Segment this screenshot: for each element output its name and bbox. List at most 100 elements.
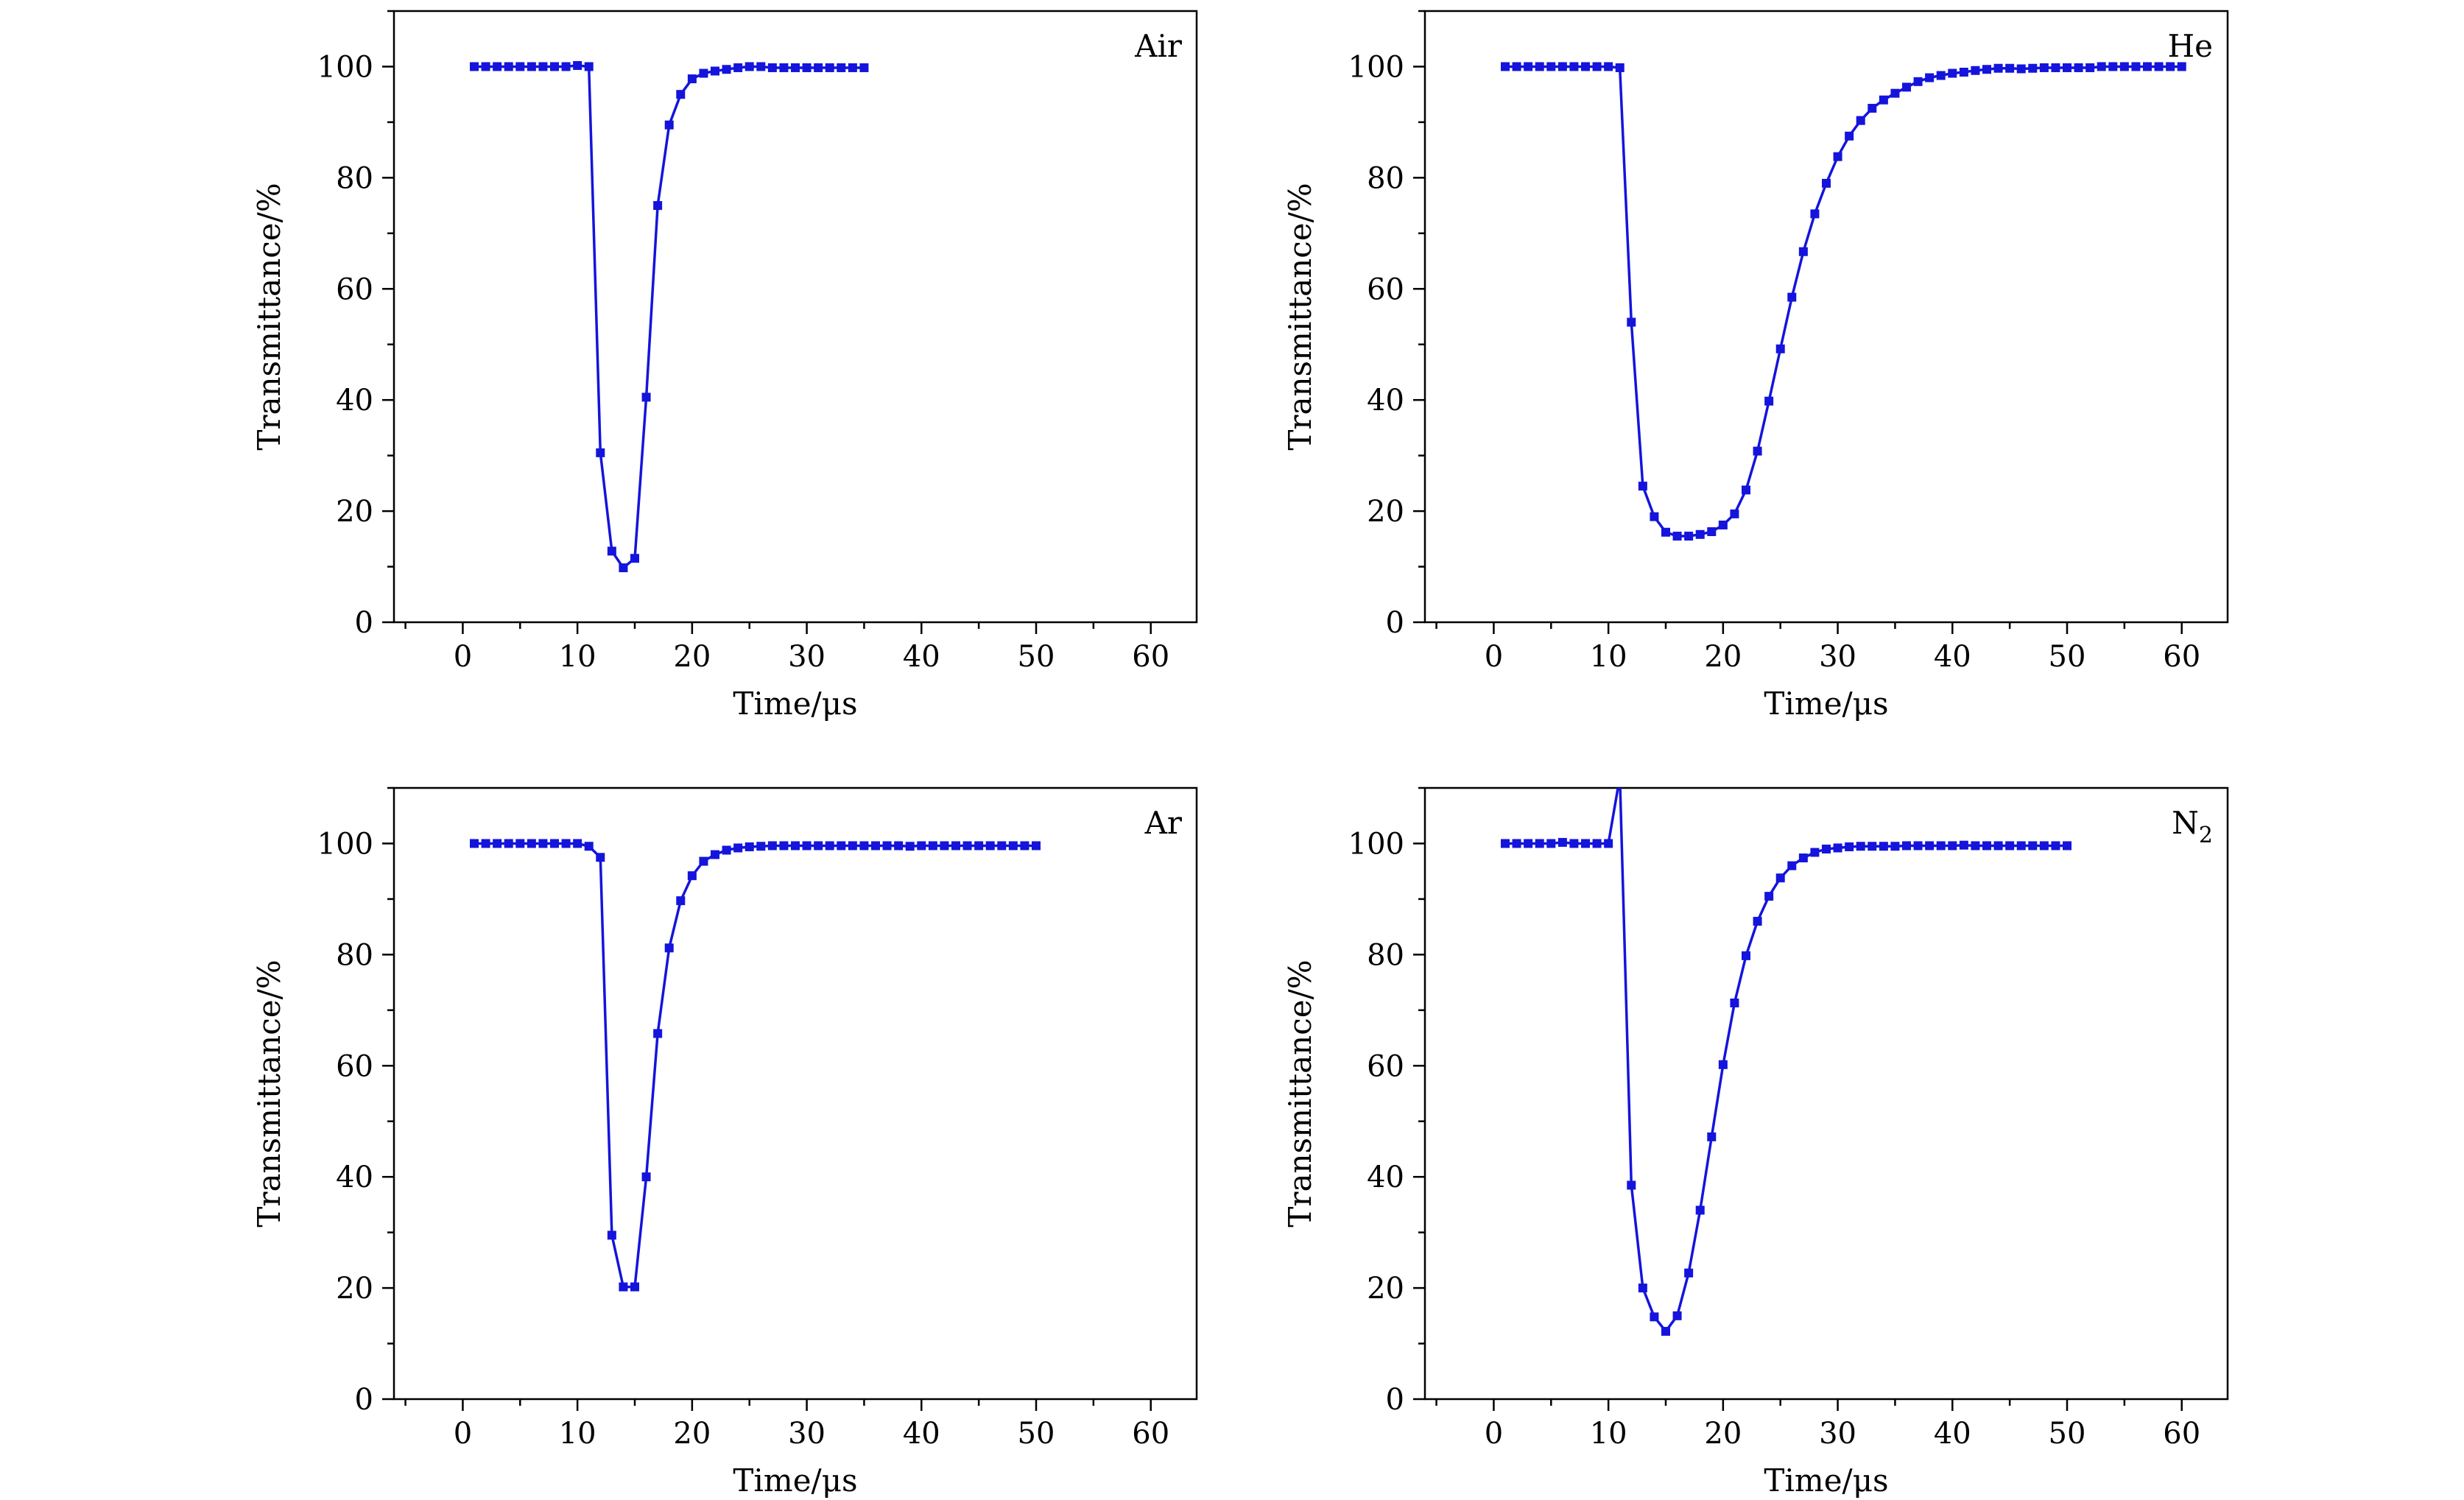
series-air <box>470 60 869 573</box>
y-tick-label: 80 <box>1367 161 1404 195</box>
y-axis-label: Transmittance/% <box>251 959 287 1227</box>
data-point <box>1535 62 1544 71</box>
y-tick-label: 80 <box>1367 938 1404 972</box>
y-axis-label: Transmittance/% <box>251 183 287 450</box>
y-tick-label: 100 <box>1348 827 1404 861</box>
data-point <box>767 63 777 72</box>
data-point <box>917 841 926 851</box>
panel-label: He <box>2168 28 2213 64</box>
data-point <box>1546 839 1556 848</box>
data-point <box>481 62 490 71</box>
data-point <box>584 842 594 851</box>
data-point <box>2051 841 2060 851</box>
data-point <box>1879 842 1888 851</box>
data-point <box>1616 772 1625 781</box>
data-point <box>1971 66 1980 75</box>
data-point <box>1672 1311 1682 1320</box>
data-point <box>745 62 754 71</box>
y-tick-label: 40 <box>336 384 373 418</box>
y-tick-label: 0 <box>355 1383 373 1417</box>
data-point <box>2039 841 2049 851</box>
y-tick-label: 60 <box>1367 1049 1404 1083</box>
data-point <box>1695 529 1705 539</box>
data-point <box>1718 1060 1728 1069</box>
data-point <box>711 850 719 859</box>
y-tick-label: 20 <box>336 495 373 529</box>
data-point <box>2143 62 2152 71</box>
panel-label: Ar <box>1144 805 1183 841</box>
data-point <box>2119 62 2129 71</box>
data-point <box>2028 841 2038 851</box>
data-point <box>538 62 548 71</box>
data-point <box>1684 532 1694 541</box>
x-tick-label: 20 <box>673 640 711 674</box>
data-point <box>1569 839 1579 848</box>
data-point <box>1845 842 1854 851</box>
data-point <box>825 841 834 851</box>
data-point <box>733 63 743 72</box>
data-point <box>1925 73 1935 82</box>
x-tick-label: 30 <box>788 640 826 674</box>
data-point <box>1008 841 1018 851</box>
data-point <box>1730 509 1739 518</box>
data-point <box>745 842 754 851</box>
data-point <box>2028 63 2038 73</box>
plot-frame <box>1423 10 2229 624</box>
data-point <box>814 841 823 851</box>
data-point <box>515 839 525 848</box>
data-point <box>722 845 731 855</box>
data-point <box>1856 116 1865 125</box>
data-point <box>2063 841 2071 851</box>
data-point <box>1822 845 1831 853</box>
data-point <box>596 853 605 862</box>
data-point <box>1535 839 1544 848</box>
data-point <box>641 1172 651 1182</box>
y-tick-label: 0 <box>355 606 373 640</box>
x-tick-label: 50 <box>2049 1417 2086 1451</box>
data-point <box>561 839 571 848</box>
x-tick-label: 60 <box>2163 640 2200 674</box>
x-tick-label: 20 <box>1704 640 1742 674</box>
data-point <box>985 841 995 851</box>
data-point <box>664 943 674 953</box>
x-tick-label: 0 <box>1485 640 1503 674</box>
data-point <box>664 120 674 130</box>
data-point <box>1672 532 1682 541</box>
chart-panel-n2: 0 20 40 60 80 100 0 10 20 30 40 50 60 Time/μs Transmit… <box>1282 772 2229 1499</box>
data-point <box>2005 63 2015 73</box>
data-point <box>1638 1284 1647 1293</box>
data-point <box>1557 837 1567 847</box>
data-point <box>814 63 823 72</box>
series-line <box>1505 788 2067 1333</box>
data-point <box>1742 951 1750 960</box>
panel-label-subscript: 2 <box>2199 823 2213 848</box>
data-point <box>1913 77 1923 86</box>
data-point <box>527 62 536 71</box>
data-point <box>2097 62 2106 71</box>
chart-panel-air: 0 20 40 60 80 100 0 10 20 30 40 50 60 Time/μs Transmit… <box>251 10 1198 722</box>
data-point <box>2063 63 2071 72</box>
x-tick-label: 20 <box>673 1417 711 1451</box>
x-axis-label: Time/μs <box>733 686 857 722</box>
data-point <box>1845 131 1854 141</box>
data-point <box>1810 848 1820 857</box>
data-point <box>1902 82 1911 92</box>
x-tick-label: 20 <box>1704 1417 1742 1451</box>
data-point <box>1902 841 1911 851</box>
data-point <box>711 66 719 76</box>
data-point <box>2154 62 2164 71</box>
data-point <box>1501 839 1510 848</box>
data-point <box>1627 317 1636 327</box>
data-point <box>2039 63 2049 72</box>
data-point <box>791 841 800 851</box>
data-point <box>538 839 548 848</box>
data-point <box>756 62 766 71</box>
data-point <box>974 841 984 851</box>
data-point <box>848 63 857 72</box>
data-point <box>1868 104 1877 113</box>
data-point <box>894 841 904 851</box>
x-tick-label: 30 <box>1819 640 1856 674</box>
data-point <box>2016 841 2026 851</box>
data-point <box>767 841 777 851</box>
data-point <box>1512 62 1521 71</box>
